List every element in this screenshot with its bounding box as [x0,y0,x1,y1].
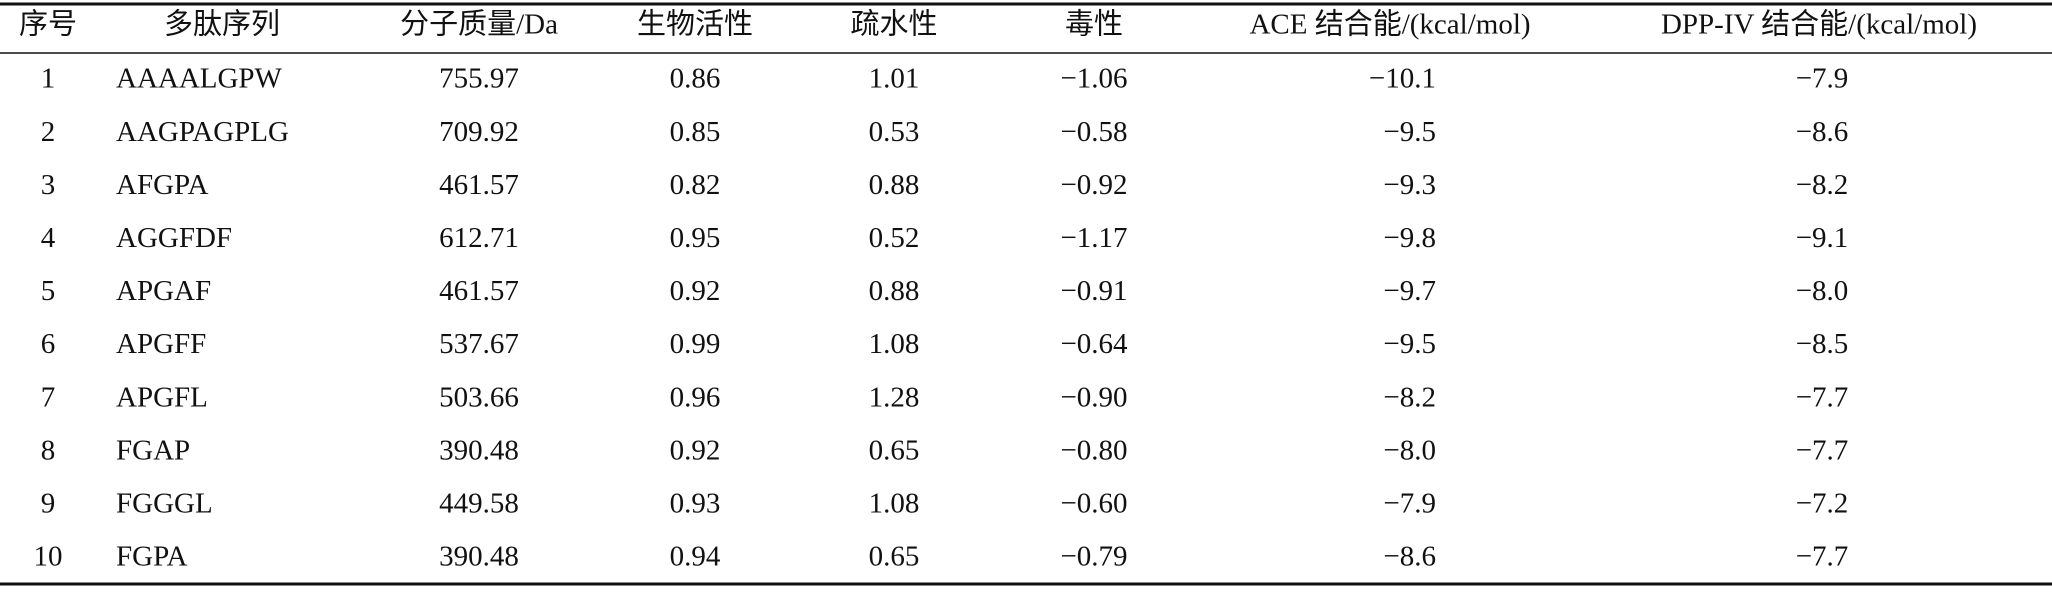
table-cell: AGGFDF [116,222,232,254]
table-cell: 0.92 [670,434,721,466]
table-cell: 4 [41,222,56,254]
table-cell: 461.57 [439,275,519,307]
table-cell: FGGGL [116,487,213,519]
table-cell: 0.92 [670,275,721,307]
table-cell: APGFF [116,328,206,360]
table-cell: 10 [34,541,63,573]
table-cell: −7.7 [1796,434,1849,466]
table-cell: FGPA [116,541,188,573]
table-cell: −7.9 [1383,487,1436,519]
table-cell: −0.79 [1060,541,1127,573]
table-cell: −7.7 [1796,381,1849,413]
table-cell: −0.64 [1060,328,1128,360]
table-cell: 0.88 [869,169,920,201]
table-cell: APGFL [116,381,208,413]
table-cell: 0.93 [670,487,721,519]
table-cell: −9.8 [1383,222,1436,254]
table-cell: 0.88 [869,275,920,307]
table-cell: 709.92 [439,116,519,148]
table-cell: 2 [41,116,56,148]
table-cell: 1.28 [869,381,920,413]
table-cell: −1.06 [1060,63,1127,95]
table-cell: 0.65 [869,541,920,573]
table-cell: −0.90 [1060,381,1127,413]
table-cell: APGAF [116,275,211,307]
table-cell: AAGPAGPLG [116,116,289,148]
table-cell: 449.58 [439,487,519,519]
header-cell: 多肽序列 [164,8,280,41]
table-cell: 0.52 [869,222,920,254]
table-cell: −0.60 [1060,487,1127,519]
table-cell: AAAALGPW [116,63,283,95]
header-cell: 分子质量/Da [400,8,558,41]
table-cell: 9 [41,487,56,519]
table-cell: 461.57 [439,169,519,201]
table-cell: −8.2 [1383,381,1436,413]
table-cell: 0.82 [670,169,721,201]
header-cell: 生物活性 [637,8,753,41]
table-cell: 8 [41,434,56,466]
table-cell: 755.97 [439,63,519,95]
table-cell: 6 [41,328,56,360]
table-cell: −0.58 [1060,116,1127,148]
table-cell: 0.99 [670,328,721,360]
table-cell: 537.67 [439,328,519,360]
table-cell: −8.0 [1383,434,1436,466]
table-cell: FGAP [116,434,190,466]
header-cell: DPP-IV 结合能/(kcal/mol) [1661,8,1977,41]
table-cell: 390.48 [439,434,519,466]
table-cell: 5 [41,275,56,307]
table-cell: 0.95 [670,222,721,254]
table-cell: −8.2 [1796,169,1849,201]
table-cell: −7.2 [1796,487,1849,519]
table-cell: −8.6 [1796,116,1849,148]
table-cell: 1 [41,63,56,95]
table-cell: −9.5 [1383,328,1436,360]
table-cell: 503.66 [439,381,519,413]
table-cell: 0.94 [670,541,721,573]
table-cell: 0.53 [869,116,920,148]
header-cell: ACE 结合能/(kcal/mol) [1249,8,1530,41]
table-cell: 1.08 [869,328,920,360]
header-cell: 疏水性 [850,8,937,41]
table-cell: 0.85 [670,116,721,148]
header-cell: 毒性 [1065,8,1123,41]
table-cell: −7.7 [1796,541,1849,573]
table-cell: −9.1 [1796,222,1849,254]
table-cell: 0.96 [670,381,721,413]
table-cell: −0.91 [1060,275,1127,307]
table-cell: 612.71 [439,222,519,254]
table-cell: 0.65 [869,434,920,466]
table-cell: 1.08 [869,487,920,519]
table-cell: 0.86 [670,63,721,95]
table-cell: 390.48 [439,541,519,573]
table-cell: −8.5 [1796,328,1849,360]
table-cell: AFGPA [116,169,208,201]
table-cell: −8.0 [1796,275,1849,307]
header-cell: 序号 [19,8,77,41]
table-cell: −1.17 [1060,222,1127,254]
table-cell: 7 [41,381,56,413]
table-cell: −10.1 [1369,63,1436,95]
table-cell: 1.01 [869,63,920,95]
table-cell: −9.7 [1383,275,1436,307]
table-cell: −7.9 [1796,63,1849,95]
table-cell: −9.3 [1383,169,1436,201]
table-cell: −0.80 [1060,434,1127,466]
table-cell: 3 [41,169,56,201]
table-cell: −8.6 [1383,541,1436,573]
table-cell: −0.92 [1060,169,1127,201]
table-cell: −9.5 [1383,116,1436,148]
